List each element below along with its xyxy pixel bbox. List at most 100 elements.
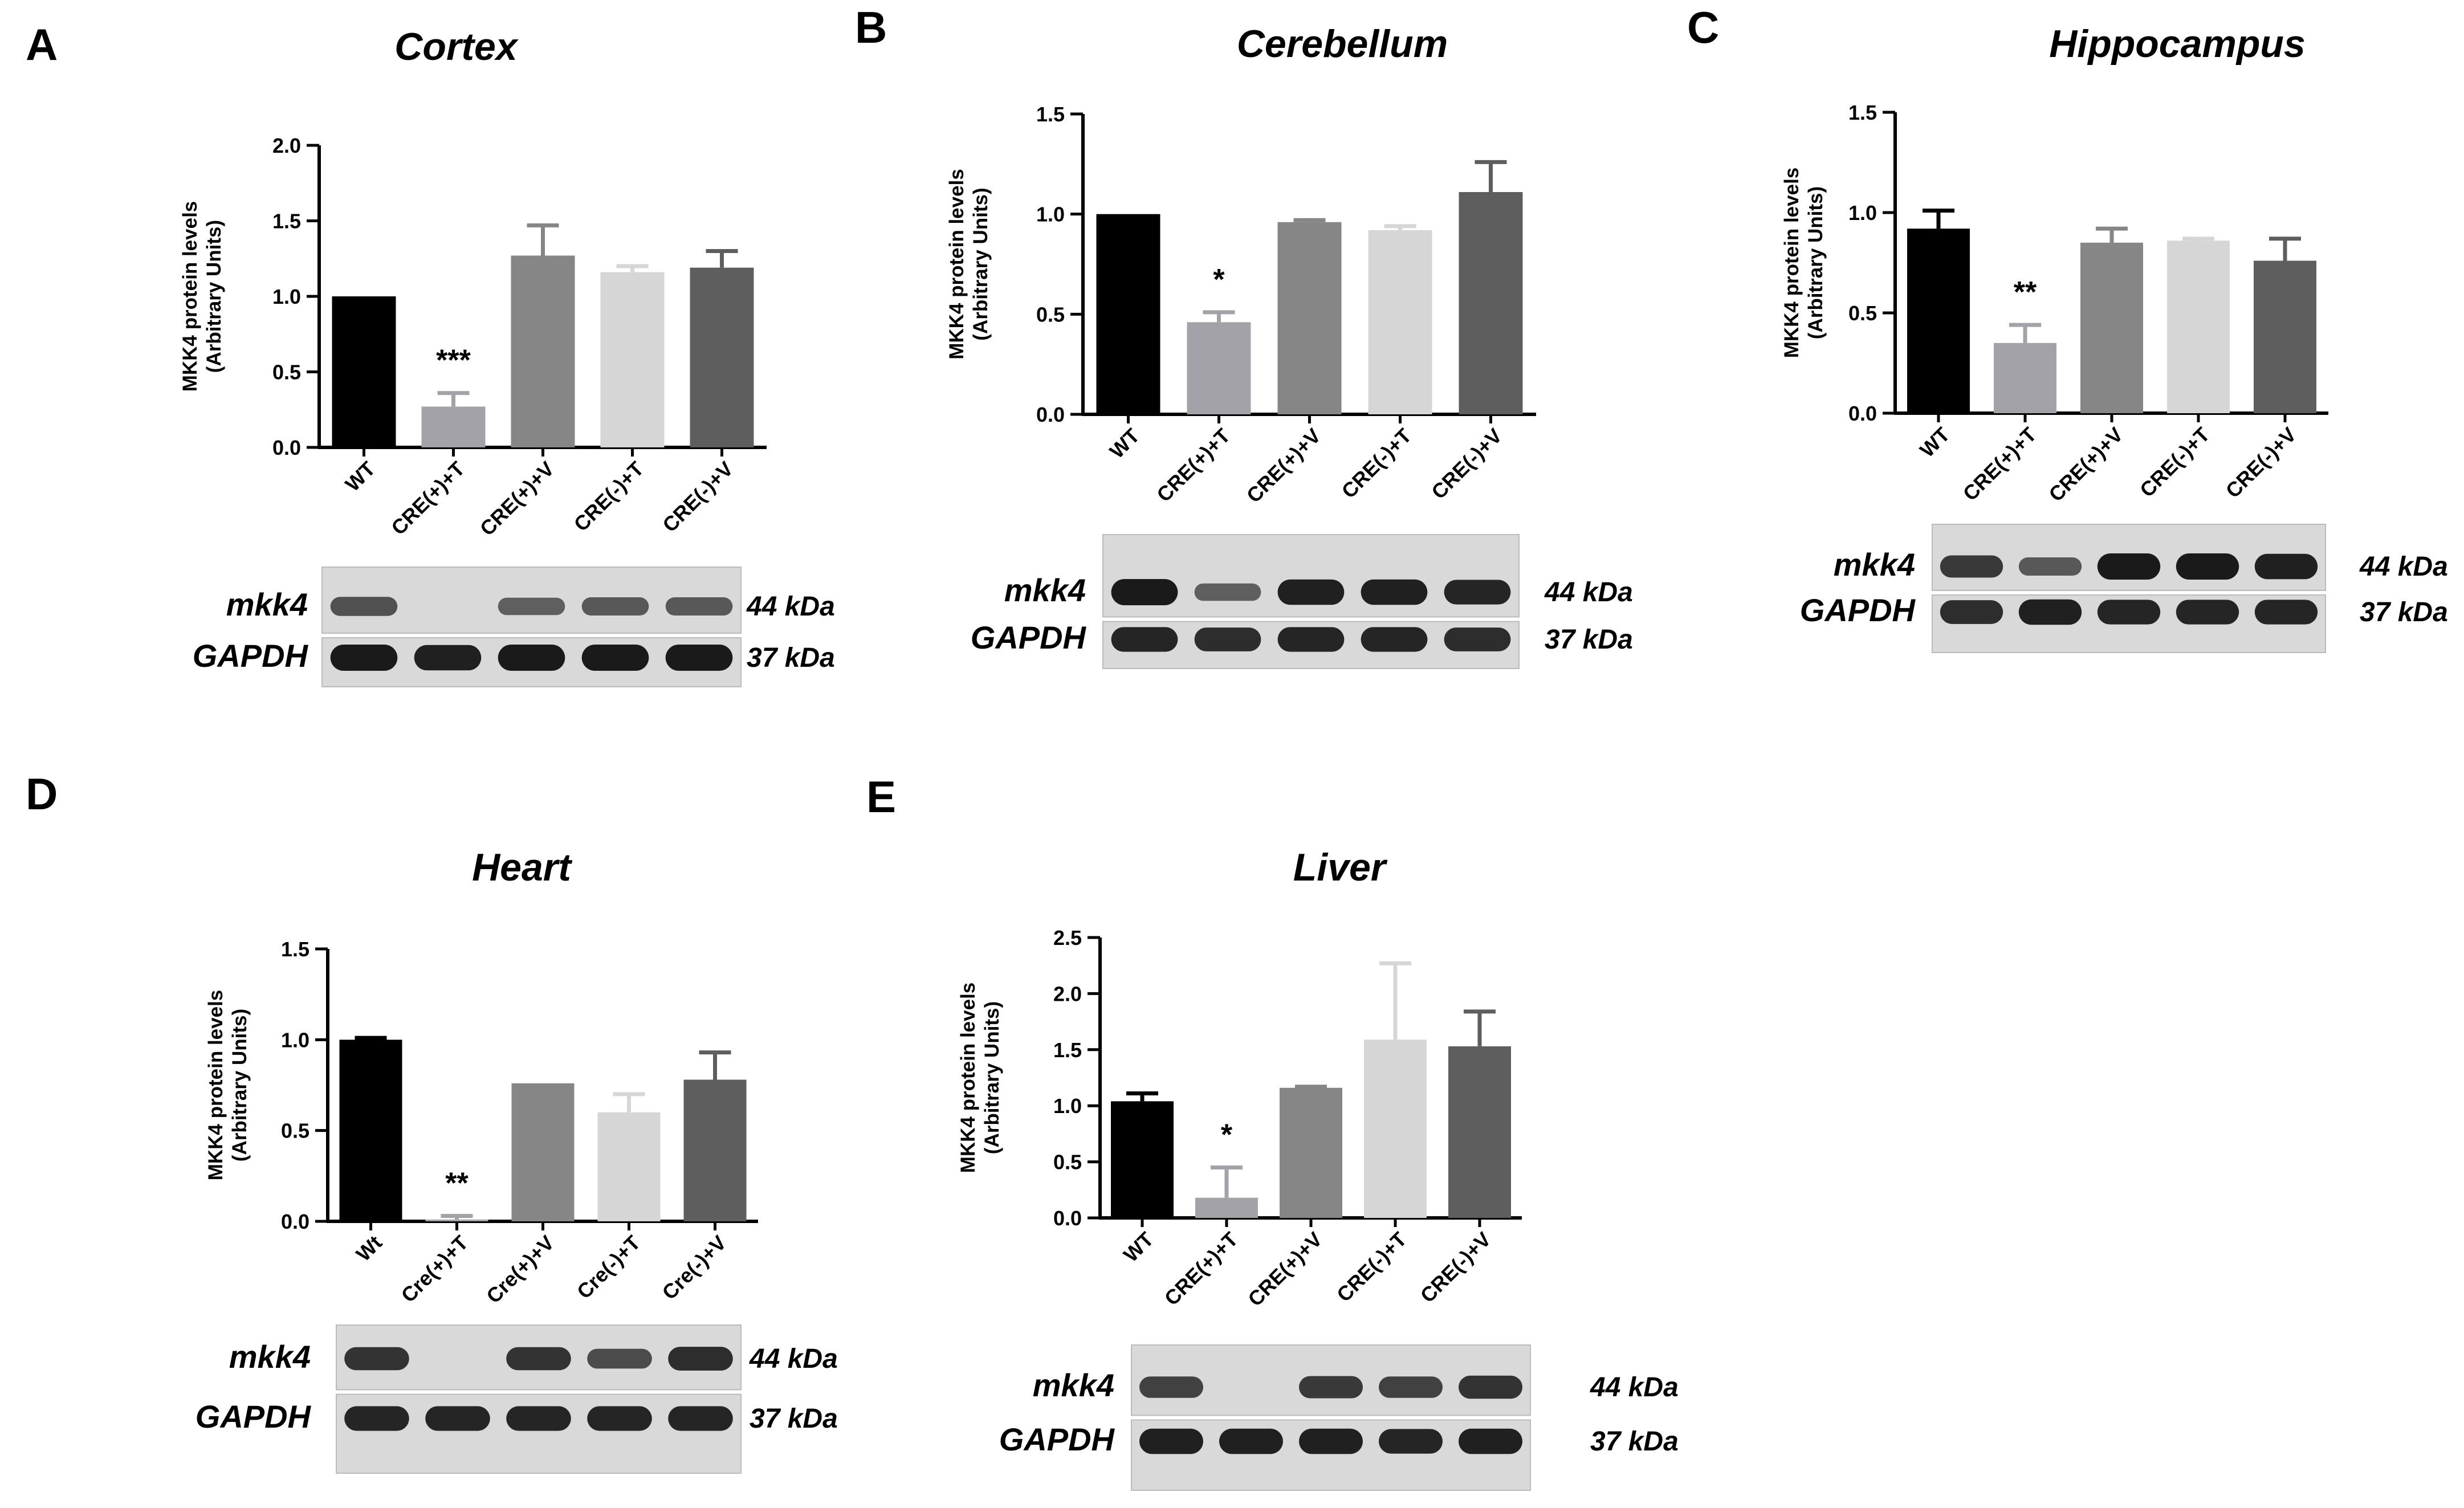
bar	[1364, 1040, 1427, 1218]
bar	[1448, 1046, 1511, 1218]
blot-band	[1379, 1376, 1443, 1398]
panel-b: B Cerebellum 0.0 0.5 1.0 1.5 MKK4 protein leve…	[855, 2, 1633, 669]
blot-band	[2018, 599, 2082, 625]
x-tick-label: CRE(-)+T	[1337, 424, 1416, 503]
x-tick-label: CRE(-)+V	[2221, 423, 2301, 503]
chart-title: Hippocampus	[2049, 22, 2306, 66]
blot-band	[1379, 1429, 1443, 1454]
panel-e: E Liver 0.0 0.5 1.0 1.5 2.0 2.5 MKK4 protein lev…	[866, 772, 1679, 1491]
western-blot	[1131, 1344, 1531, 1491]
y-axis-label: (Arbitrary Units)	[981, 1001, 1003, 1154]
y-tick-label: 0.0	[281, 1210, 309, 1233]
blot-band	[1111, 627, 1178, 652]
x-tick-label: CRE(-)+T	[2135, 423, 2214, 502]
blot-row-label: GAPDH	[1800, 592, 1916, 628]
blot-size-label: 37 kDa	[750, 1404, 838, 1434]
blot-band	[1444, 627, 1511, 651]
y-tick-label: 2.5	[1053, 926, 1082, 949]
blot-row-label: mkk4	[1033, 1367, 1114, 1403]
y-tick-label: 1.0	[272, 285, 301, 308]
western-blot	[336, 1324, 742, 1474]
x-tick-label: CRE(+)+V	[1242, 424, 1325, 507]
blot-band	[498, 597, 565, 616]
blot-band	[665, 597, 733, 616]
y-axis-label: MKK4 protein levels	[946, 169, 968, 360]
y-tick-label: 1.0	[1053, 1094, 1082, 1118]
y-tick-label: 1.0	[281, 1028, 309, 1051]
bar	[2254, 260, 2316, 413]
y-tick-label: 0.0	[1848, 402, 1877, 425]
y-tick-label: 0.5	[1036, 303, 1065, 326]
bar	[332, 296, 396, 447]
blot-band	[506, 1406, 571, 1431]
blot-band	[1139, 1428, 1203, 1454]
x-tick-label: CRE(+)+V	[2044, 423, 2127, 506]
y-tick-label: 1.5	[1848, 101, 1877, 124]
y-tick-label: 1.5	[1053, 1038, 1082, 1062]
blot-band	[330, 645, 398, 671]
bar	[1280, 1087, 1342, 1218]
y-axis-label: MKK4 protein levels	[957, 983, 979, 1173]
blot-band	[668, 1347, 733, 1371]
blot-band	[1111, 579, 1178, 605]
x-tick-label: CRE(+)+V	[1243, 1228, 1326, 1311]
blot-band	[1940, 600, 2003, 624]
western-blot	[1102, 534, 1520, 669]
blot-row-label: GAPDH	[999, 1421, 1115, 1457]
bar	[690, 267, 754, 447]
western-blot	[321, 566, 742, 687]
x-tick-label: CRE(+)+T	[386, 457, 469, 540]
significance-mark: **	[2014, 276, 2037, 309]
blot-band	[1299, 1428, 1363, 1454]
blot-band	[1459, 1428, 1522, 1454]
blot-band	[425, 1406, 490, 1431]
bar	[511, 255, 575, 447]
blot-row-label: mkk4	[226, 586, 308, 622]
x-tick-label: WT	[1915, 423, 1954, 462]
blot-band	[1361, 579, 1428, 605]
bar	[600, 272, 665, 447]
blot-band	[1139, 1376, 1203, 1398]
bar	[1907, 229, 1970, 413]
blot-size-label: 37 kDa	[747, 643, 835, 673]
y-tick-label: 1.0	[1036, 203, 1065, 226]
significance-mark: ***	[436, 344, 471, 377]
blot-band	[344, 1347, 409, 1371]
blot-band	[587, 1348, 652, 1369]
bar	[2080, 242, 2143, 413]
chart-title: Heart	[472, 846, 572, 889]
blot-band	[498, 645, 565, 671]
blot-band	[581, 597, 649, 616]
y-axis-label: (Arbitrary Units)	[1805, 186, 1827, 339]
y-tick-label: 0.0	[1036, 403, 1065, 426]
bar	[511, 1083, 575, 1221]
panel-d: D Heart 0.0 0.5 1.0 1.5 MKK4 protein levels (Ar…	[26, 769, 838, 1474]
y-tick-label: 0.0	[1053, 1207, 1082, 1230]
y-axis-label: MKK4 protein levels	[179, 201, 201, 392]
blot-band	[2176, 600, 2239, 625]
blot-size-label: 44 kDa	[1544, 577, 1633, 608]
y-tick-label: 0.5	[1848, 301, 1877, 325]
y-axis-label: (Arbitrary Units)	[970, 188, 992, 340]
bar	[1096, 214, 1160, 414]
y-tick-label: 1.5	[281, 938, 309, 961]
blot-band	[1459, 1375, 1522, 1399]
blot-size-label: 44 kDa	[1590, 1372, 1679, 1403]
bar	[2167, 241, 2230, 413]
blot-size-label: 44 kDa	[749, 1344, 838, 1374]
bar	[1994, 343, 2056, 413]
bar	[1195, 1197, 1258, 1218]
y-tick-label: 0.5	[272, 361, 301, 384]
x-tick-label: Cre(-)+T	[572, 1231, 645, 1303]
blot-band	[1194, 583, 1261, 601]
bar	[421, 406, 486, 447]
panel-letter: E	[866, 772, 896, 822]
blot-band	[2097, 600, 2161, 625]
x-tick-label: CRE(+)+T	[1160, 1228, 1243, 1310]
bar	[1111, 1101, 1174, 1218]
panel-letter: D	[26, 769, 58, 819]
y-axis-label: MKK4 protein levels	[1781, 168, 1803, 358]
bar	[425, 1219, 488, 1221]
x-tick-label: CRE(-)+V	[1427, 424, 1506, 504]
x-tick-label: CRE(-)+T	[1332, 1228, 1411, 1307]
